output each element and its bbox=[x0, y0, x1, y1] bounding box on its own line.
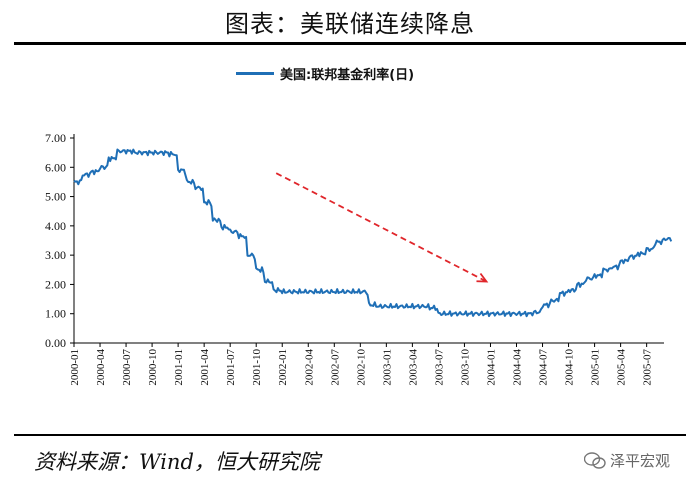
x-tick-label: 2004-04 bbox=[512, 349, 524, 386]
top-rule bbox=[14, 42, 686, 45]
x-tick-label: 2003-07 bbox=[433, 349, 445, 386]
x-tick-label: 2000-04 bbox=[95, 349, 107, 386]
series-line bbox=[73, 148, 673, 318]
y-tick-label: 2.00 bbox=[45, 277, 66, 291]
y-tick-label: 0.00 bbox=[45, 336, 66, 350]
x-tick-label: 2001-01 bbox=[173, 349, 185, 386]
x-tick-label: 2003-10 bbox=[459, 349, 471, 386]
x-tick-label: 2001-04 bbox=[199, 349, 211, 386]
bottom-rule bbox=[14, 434, 686, 436]
y-tick-label: 5.00 bbox=[45, 190, 66, 204]
x-tick-label: 2004-07 bbox=[538, 349, 550, 386]
x-tick-label: 2003-01 bbox=[381, 349, 393, 386]
x-tick-label: 2000-10 bbox=[147, 349, 159, 386]
watermark: 泽平宏观 bbox=[584, 450, 670, 471]
x-tick-label: 2000-01 bbox=[69, 349, 81, 386]
x-tick-label: 2001-07 bbox=[225, 349, 237, 386]
x-tick-label: 2004-01 bbox=[485, 349, 497, 386]
wechat-icon bbox=[584, 451, 606, 469]
trend-arrow-head bbox=[476, 272, 489, 283]
x-tick-label: 2000-07 bbox=[121, 349, 133, 386]
x-tick-label: 2001-10 bbox=[251, 349, 263, 386]
y-tick-label: 3.00 bbox=[45, 248, 66, 262]
chart-title: 图表：美联储连续降息 bbox=[225, 10, 475, 38]
y-tick-label: 1.00 bbox=[45, 307, 66, 321]
x-tick-label: 2004-10 bbox=[564, 349, 576, 386]
x-tick-label: 2005-01 bbox=[590, 349, 602, 386]
x-tick-label: 2002-07 bbox=[329, 349, 341, 386]
x-tick-label: 2002-04 bbox=[303, 349, 315, 386]
y-tick-label: 7.00 bbox=[45, 131, 66, 145]
x-tick-label: 2002-01 bbox=[277, 349, 289, 386]
watermark-text: 泽平宏观 bbox=[610, 452, 671, 470]
x-tick-label: 2002-10 bbox=[355, 349, 367, 386]
source-note: 资料来源：Wind，恒大研究院 bbox=[34, 450, 320, 474]
y-tick-label: 4.00 bbox=[45, 219, 66, 233]
x-tick-label: 2003-04 bbox=[407, 349, 419, 386]
legend-label: 美国:联邦基金利率(日) bbox=[280, 68, 415, 83]
legend-swatch bbox=[236, 72, 274, 75]
x-tick-label: 2005-07 bbox=[642, 349, 654, 386]
trend-arrow bbox=[275, 172, 487, 283]
legend: 美国:联邦基金利率(日) bbox=[236, 64, 414, 83]
x-tick-label: 2005-04 bbox=[616, 349, 628, 386]
y-tick-label: 6.00 bbox=[45, 160, 66, 174]
